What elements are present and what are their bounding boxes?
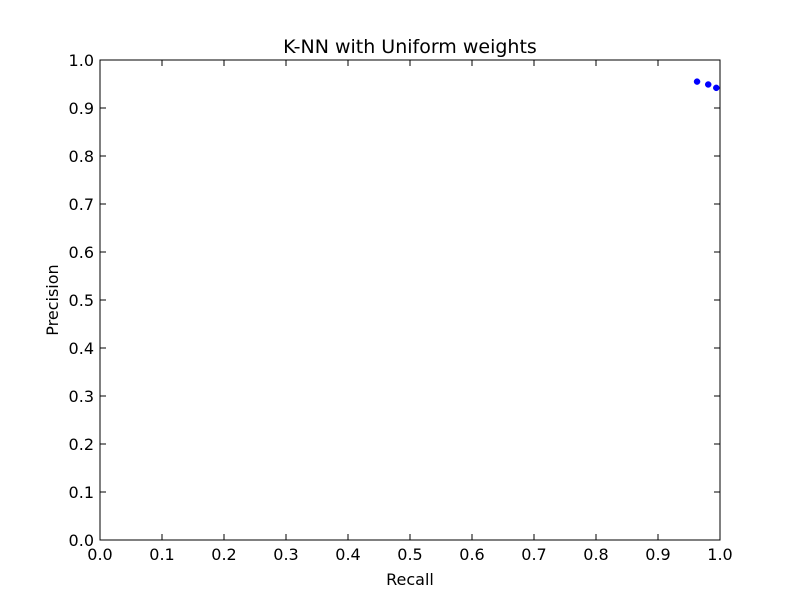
x-tick-label: 0.7	[521, 545, 546, 564]
y-tick-label: 0.7	[69, 195, 94, 214]
plot-area-frame	[99, 59, 721, 541]
x-tick-label: 0.9	[645, 545, 670, 564]
y-tick-label: 0.6	[69, 243, 94, 262]
x-tick-label: 0.1	[149, 545, 174, 564]
y-tick-label: 0.9	[69, 99, 94, 118]
y-tick-label: 0.1	[69, 483, 94, 502]
x-tick-label: 0.6	[459, 545, 484, 564]
y-tick-label: 0.0	[69, 531, 94, 550]
y-tick-label: 0.3	[69, 387, 94, 406]
y-tick-label: 0.2	[69, 435, 94, 454]
x-axis-tick-labels: 0.0 0.1 0.2 0.3 0.4 0.5 0.6 0.7 0.8 0.9 1.0	[87, 545, 732, 564]
x-tick-label: 0.2	[211, 545, 236, 564]
x-axis-label: Recall	[386, 570, 434, 589]
data-point	[693, 78, 701, 85]
y-tick-label: 0.4	[69, 339, 94, 358]
y-tick-label: 1.0	[69, 51, 94, 70]
y-tick-label: 0.5	[69, 291, 94, 310]
chart-title: K-NN with Uniform weights	[283, 36, 537, 58]
y-axis-ticks	[100, 59, 720, 541]
x-tick-label: 0.5	[397, 545, 422, 564]
x-tick-label: 0.8	[583, 545, 608, 564]
x-tick-label: 0.4	[335, 545, 360, 564]
x-tick-label: 0.0	[87, 545, 112, 564]
x-tick-label: 1.0	[707, 545, 732, 564]
x-axis-ticks	[99, 60, 721, 540]
data-point	[704, 81, 712, 88]
x-tick-label: 0.3	[273, 545, 298, 564]
data-point	[713, 84, 720, 92]
y-axis-tick-labels: 0.0 0.1 0.2 0.3 0.4 0.5 0.6 0.7 0.8 0.9 1.0	[69, 51, 94, 550]
y-axis-label: Precision	[43, 264, 62, 335]
data-points	[693, 78, 720, 92]
y-tick-label: 0.8	[69, 147, 94, 166]
